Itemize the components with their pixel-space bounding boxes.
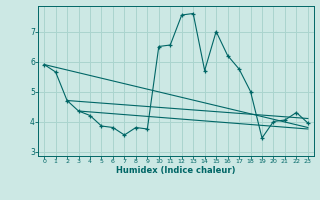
X-axis label: Humidex (Indice chaleur): Humidex (Indice chaleur)	[116, 166, 236, 175]
